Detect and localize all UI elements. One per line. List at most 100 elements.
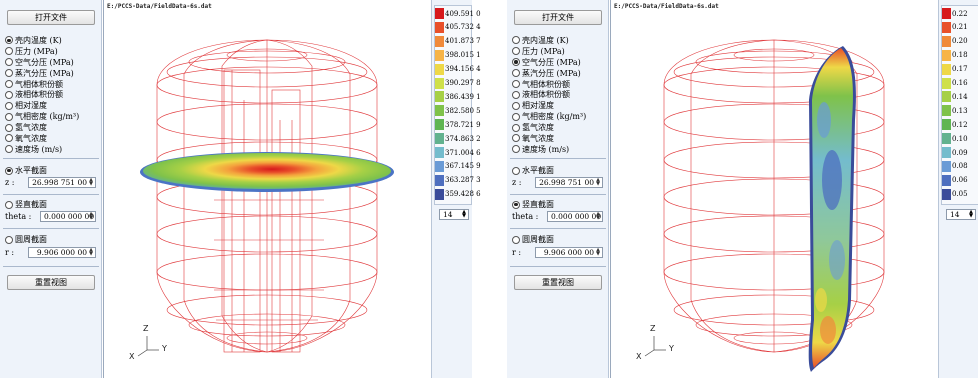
cylinder-section-option[interactable]: 圆周截面 xyxy=(512,234,554,245)
variable-option[interactable]: 壳内温度 (K) xyxy=(512,35,608,46)
axis-z-label: Z xyxy=(143,324,149,333)
variable-radio[interactable] xyxy=(512,123,520,132)
reset-view-button[interactable]: 重置视图 xyxy=(514,275,602,290)
vertical-section-radio[interactable] xyxy=(512,200,520,209)
legend-count-spinner[interactable]: ▲ ▼ xyxy=(462,209,466,219)
horizontal-section-label: 水平截面 xyxy=(15,166,47,175)
variable-option[interactable]: 氧气浓度 xyxy=(512,133,608,144)
variable-option[interactable]: 速度场 (m/s) xyxy=(512,144,608,155)
variable-radio[interactable] xyxy=(512,69,520,78)
z-input[interactable]: 26.998 751 00 ▲ ▼ xyxy=(28,177,96,188)
3d-viewport[interactable]: E:/PCCS-Data/FieldData-6s.dat xyxy=(103,0,429,378)
legend-entry: 0.08 xyxy=(942,160,968,172)
cylinder-section-radio[interactable] xyxy=(5,235,13,244)
variable-radio[interactable] xyxy=(5,101,13,110)
variable-label: 氧气浓度 xyxy=(522,133,554,143)
variable-label: 壳内温度 (K) xyxy=(522,35,569,45)
legend-entry: 359.428 6 xyxy=(435,188,481,200)
horizontal-section-label: 水平截面 xyxy=(522,166,554,175)
variable-radio[interactable] xyxy=(512,101,520,110)
theta-input[interactable]: 0.000 000 00 ▲ ▼ xyxy=(547,211,603,222)
z-spinner[interactable]: ▲ ▼ xyxy=(89,177,93,187)
variable-option[interactable]: 空气分压 (MPa) xyxy=(5,57,101,68)
cylinder-section-radio[interactable] xyxy=(512,235,520,244)
file-path-label: E:/PCCS-Data/FieldData-6s.dat xyxy=(614,3,719,10)
horizontal-section-option[interactable]: 水平截面 xyxy=(512,165,554,176)
variable-radio[interactable] xyxy=(5,80,13,88)
variable-radio[interactable] xyxy=(5,134,13,143)
legend-swatch xyxy=(942,174,951,186)
r-spinner[interactable]: ▲ ▼ xyxy=(89,247,93,257)
vertical-section-option[interactable]: 竖直截面 xyxy=(512,199,554,210)
axis-z-label: Z xyxy=(650,324,656,333)
variable-radio[interactable] xyxy=(512,134,520,143)
variable-option[interactable]: 液相体积份额 xyxy=(512,89,608,100)
reset-view-button[interactable]: 重置视图 xyxy=(7,275,95,290)
variable-radio[interactable] xyxy=(512,145,520,154)
variable-radio[interactable] xyxy=(512,47,520,56)
legend-value: 0.16 xyxy=(952,79,968,87)
variable-option[interactable]: 气相体积份额 xyxy=(5,79,101,90)
variable-option[interactable]: 液相体积份额 xyxy=(5,89,101,100)
axis-x-label: X xyxy=(129,352,135,361)
variable-label: 蒸汽分压 (MPa) xyxy=(15,68,74,78)
vertical-section-radio[interactable] xyxy=(5,200,13,209)
variable-radio[interactable] xyxy=(5,112,13,121)
variable-radio[interactable] xyxy=(5,123,13,132)
variable-radio[interactable] xyxy=(5,47,13,56)
legend-count-input[interactable]: 14 ▲ ▼ xyxy=(946,209,976,220)
z-input[interactable]: 26.998 751 00 ▲ ▼ xyxy=(535,177,603,188)
variable-option[interactable]: 蒸汽分压 (MPa) xyxy=(5,68,101,79)
r-spinner[interactable]: ▲ ▼ xyxy=(596,247,600,257)
variable-option[interactable]: 蒸汽分压 (MPa) xyxy=(512,68,608,79)
variable-radio[interactable] xyxy=(512,90,520,99)
variable-option[interactable]: 气相密度 (kg/m³) xyxy=(512,111,608,122)
3d-viewport[interactable]: E:/PCCS-Data/FieldData-6s.dat xyxy=(610,0,936,378)
legend-swatch xyxy=(435,105,444,117)
variable-radio[interactable] xyxy=(5,145,13,154)
z-spinner[interactable]: ▲ ▼ xyxy=(596,177,600,187)
color-legend: 409.591 0 405.732 4 401.873 7 398.015 1 394.… xyxy=(431,0,481,378)
variable-option[interactable]: 速度场 (m/s) xyxy=(5,144,101,155)
variable-option[interactable]: 氢气浓度 xyxy=(512,122,608,133)
variable-option[interactable]: 氢气浓度 xyxy=(5,122,101,133)
legend-count-spinner[interactable]: ▲ ▼ xyxy=(969,209,973,219)
open-file-button[interactable]: 打开文件 xyxy=(514,10,602,25)
variable-option[interactable]: 氧气浓度 xyxy=(5,133,101,144)
legend-value: 0.22 xyxy=(952,9,968,18)
variable-option[interactable]: 空气分压 (MPa) xyxy=(512,57,608,68)
open-file-button[interactable]: 打开文件 xyxy=(7,10,95,25)
control-panel: 打开文件 壳内温度 (K) 压力 (MPa) 空气分压 (MPa) 蒸汽分压 (MPa… xyxy=(507,0,609,378)
legend-swatch xyxy=(435,49,444,61)
horizontal-section-option[interactable]: 水平截面 xyxy=(5,165,47,176)
variable-radio[interactable] xyxy=(5,58,13,67)
variable-option[interactable]: 相对湿度 xyxy=(5,100,101,111)
horizontal-section-radio[interactable] xyxy=(512,166,520,175)
horizontal-section-radio[interactable] xyxy=(5,166,13,175)
variable-radio[interactable] xyxy=(512,36,520,45)
variable-label: 速度场 (m/s) xyxy=(522,144,570,154)
variable-option[interactable]: 压力 (MPa) xyxy=(5,46,101,57)
variable-radio[interactable] xyxy=(512,112,520,121)
vertical-section-option[interactable]: 竖直截面 xyxy=(5,199,47,210)
variable-radio[interactable] xyxy=(5,69,13,78)
legend-count-input[interactable]: 14 ▲ ▼ xyxy=(439,209,469,220)
variable-option[interactable]: 气相体积份额 xyxy=(512,79,608,90)
variable-option[interactable]: 压力 (MPa) xyxy=(512,46,608,57)
theta-field-row: theta : xyxy=(5,212,31,221)
variable-option[interactable]: 壳内温度 (K) xyxy=(5,35,101,46)
cylinder-section-option[interactable]: 圆周截面 xyxy=(5,234,47,245)
variable-radio[interactable] xyxy=(5,90,13,99)
theta-input[interactable]: 0.000 000 00 ▲ ▼ xyxy=(40,211,96,222)
variable-option[interactable]: 相对湿度 xyxy=(512,100,608,111)
variable-option[interactable]: 气相密度 (kg/m³) xyxy=(5,111,101,122)
r-input[interactable]: 9.906 000 00 ▲ ▼ xyxy=(28,247,96,258)
variable-radio[interactable] xyxy=(512,80,520,88)
r-input[interactable]: 9.906 000 00 ▲ ▼ xyxy=(535,247,603,258)
legend-value: 0.06 xyxy=(952,176,968,185)
variable-radio[interactable] xyxy=(512,58,520,67)
theta-spinner[interactable]: ▲ ▼ xyxy=(596,211,600,221)
variable-radio[interactable] xyxy=(5,36,13,45)
theta-spinner[interactable]: ▲ ▼ xyxy=(89,211,93,221)
legend-value: 0.21 xyxy=(952,23,968,32)
